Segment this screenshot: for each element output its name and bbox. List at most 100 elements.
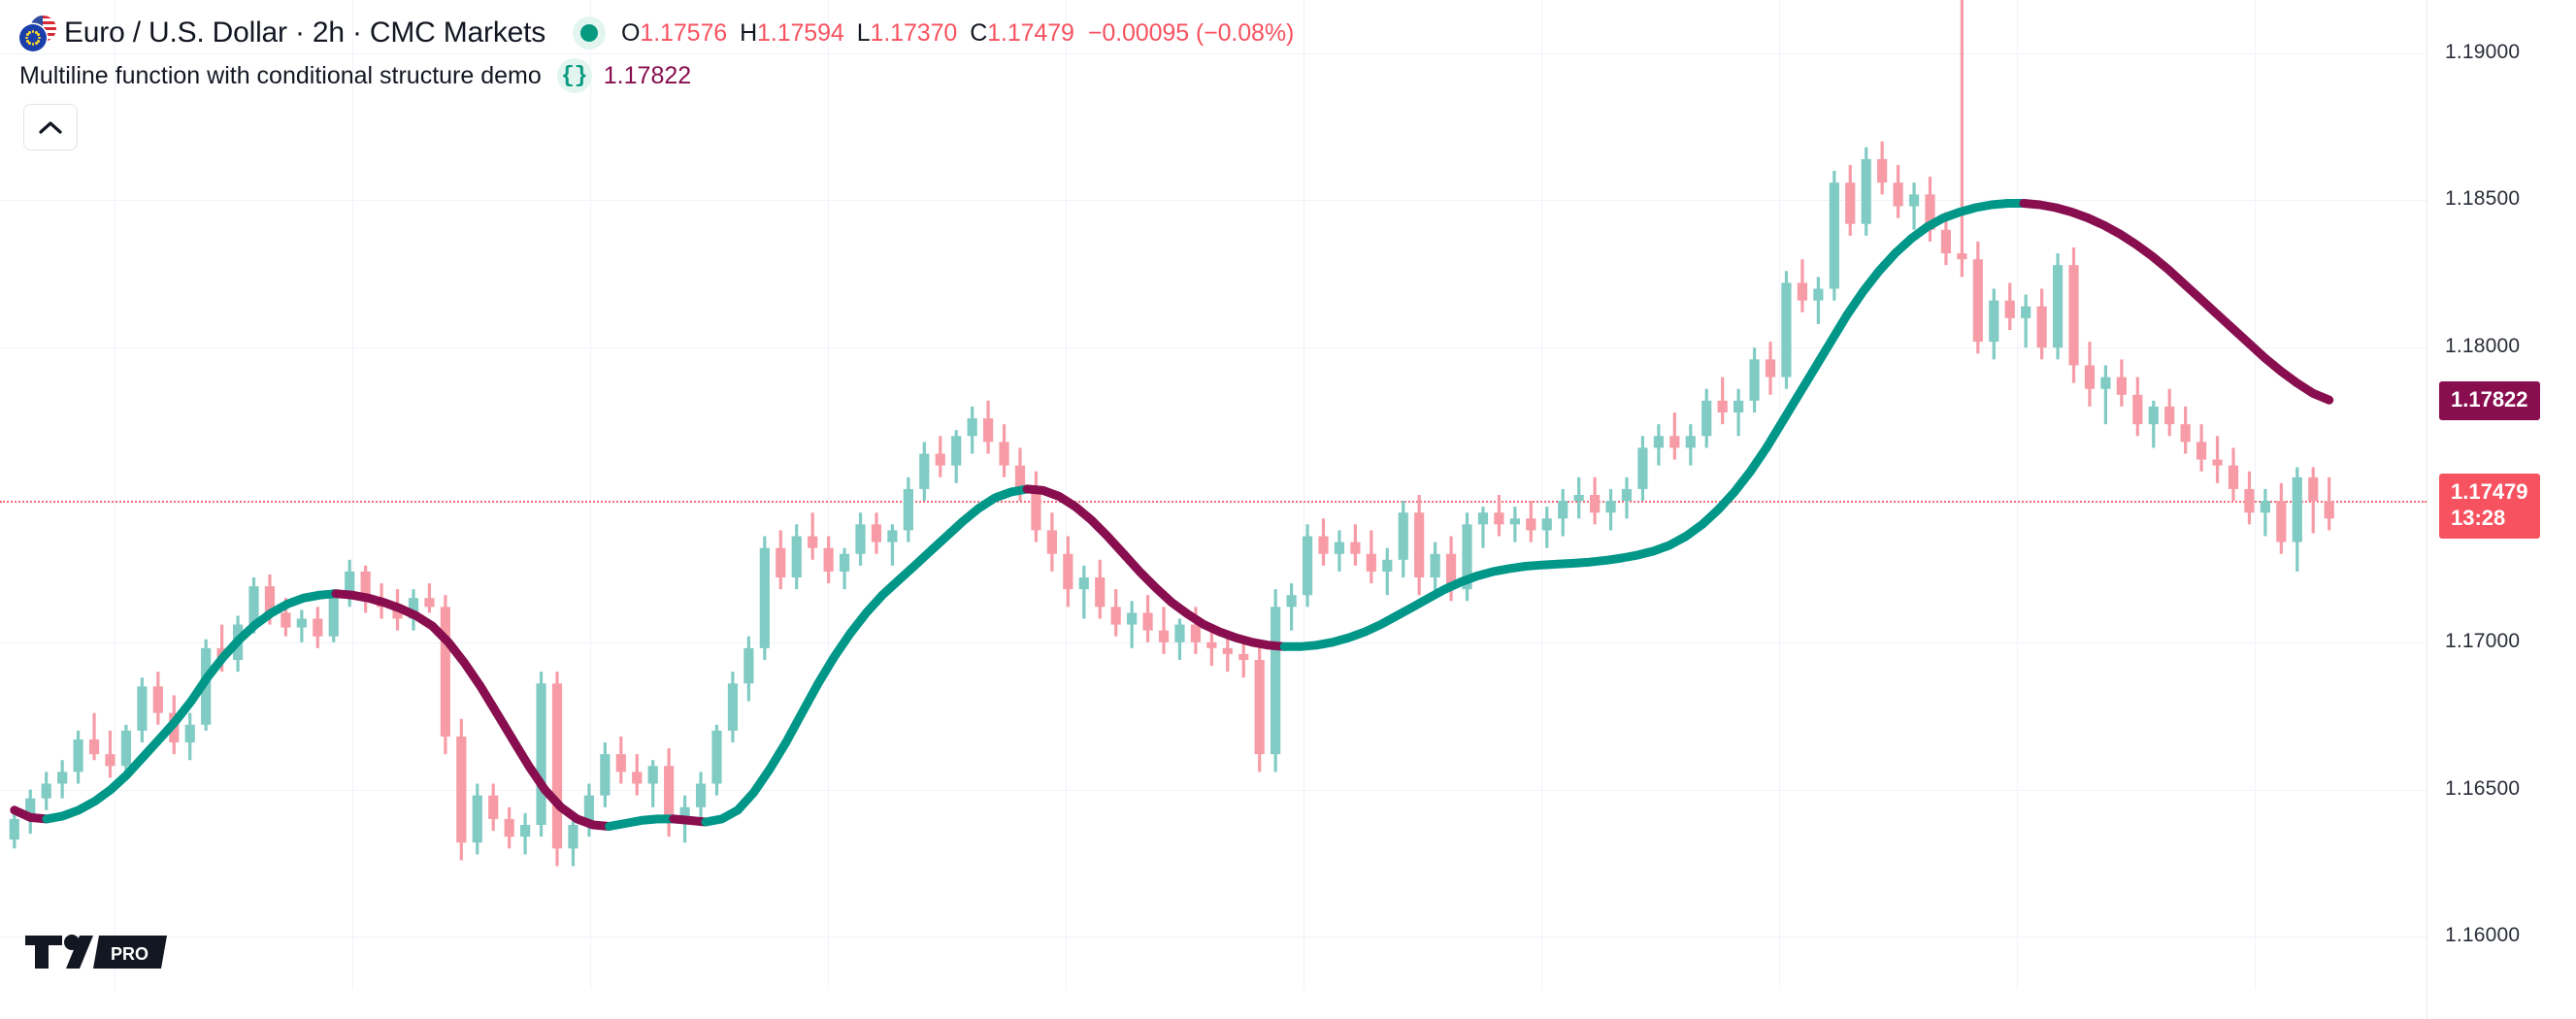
- candle-wick: [1162, 607, 1166, 654]
- candle-body-bullish: [647, 766, 658, 784]
- candle-body-bullish: [1605, 501, 1616, 513]
- candle-body-bearish: [1318, 536, 1329, 554]
- candle-body-bearish: [2084, 365, 2096, 389]
- tradingview-pro-watermark: PRO: [23, 932, 169, 972]
- candle-body-bearish: [1190, 624, 1202, 642]
- candle-body-bearish: [1254, 660, 1265, 755]
- candle-body-bullish: [2260, 501, 2270, 513]
- indicator-segment-falling: [669, 814, 710, 827]
- candle-body-bullish: [73, 739, 83, 772]
- candle-body-bullish: [1653, 436, 1664, 448]
- candle-body-bearish: [2180, 424, 2191, 443]
- last-price-badge-time: 13:28: [2451, 506, 2506, 531]
- candle-body-bullish: [1861, 158, 1871, 224]
- candle-body-bullish: [1334, 542, 1345, 554]
- candle-body-bearish: [615, 754, 626, 772]
- candle-body-bearish: [2276, 501, 2287, 542]
- candle-body-bullish: [1781, 282, 1792, 378]
- candle-body-bullish: [248, 586, 259, 625]
- candle-body-bullish: [903, 488, 913, 531]
- candle-body-bearish: [456, 736, 467, 843]
- candle-body-bearish: [392, 607, 403, 619]
- candle-wick: [890, 524, 895, 566]
- candle-body-bearish: [1142, 612, 1153, 631]
- candle-body-bearish: [264, 586, 276, 613]
- price-axis-label: 1.17000: [2445, 629, 2521, 652]
- candle-body-bullish: [520, 825, 531, 838]
- candle-body-bearish: [823, 547, 834, 572]
- last-price-badge[interactable]: 1.17479 13:28: [2439, 474, 2540, 540]
- candle-wick: [1513, 507, 1517, 542]
- candle-body-bearish: [1445, 553, 1457, 590]
- candle-body-bullish: [919, 453, 930, 489]
- candle-body-bearish: [935, 453, 945, 466]
- gridline-vertical: [1541, 0, 1542, 990]
- candle-body-bearish: [776, 547, 786, 577]
- price-axis[interactable]: 1.19000 1.18500 1.18000 1.17000 1.16500 1.160…: [2427, 0, 2576, 1019]
- indicator-price-badge[interactable]: 1.17822: [2439, 381, 2540, 421]
- candle-body-bullish: [1398, 512, 1408, 560]
- candle-body-bearish: [2212, 459, 2223, 466]
- gridline-horizontal-1: [0, 200, 2427, 202]
- candle-body-bullish: [1734, 400, 1744, 412]
- gridline-vertical: [115, 0, 116, 990]
- candle-body-bearish: [1797, 282, 1808, 301]
- candle-body-bearish: [2132, 394, 2143, 425]
- candle-body-bearish: [664, 766, 675, 819]
- candle-body-bullish: [41, 783, 51, 799]
- candle-body-bearish: [88, 739, 100, 755]
- candle-body-bearish: [2244, 488, 2255, 513]
- gridline-vertical: [1304, 0, 1305, 990]
- candle-wick: [2103, 365, 2108, 425]
- candle-body-bullish: [1174, 624, 1185, 642]
- indicator-price-badge-value: 1.17822: [2451, 387, 2528, 412]
- gridline-horizontal-2: [0, 347, 2427, 349]
- candle-body-bearish: [1095, 577, 1106, 608]
- candle-body-bullish: [679, 806, 690, 819]
- candle-body-bearish: [1845, 182, 1856, 224]
- chart-pane[interactable]: [0, 0, 2427, 990]
- candle-body-bullish: [137, 686, 148, 731]
- candle-body-bearish: [551, 683, 563, 849]
- candle-body-bearish: [440, 607, 450, 737]
- candle-body-bearish: [1940, 229, 1952, 254]
- candle-body-bullish: [951, 436, 962, 466]
- collapse-pane-button[interactable]: [23, 104, 78, 150]
- candle-body-bullish: [1509, 518, 1520, 525]
- candle-body-bearish: [2164, 406, 2175, 425]
- candle-body-bearish: [2308, 477, 2319, 502]
- candle-body-bearish: [360, 571, 371, 602]
- gridline-vertical: [1779, 0, 1780, 990]
- indicator-segment-falling: [331, 589, 614, 831]
- candle-body-bullish: [711, 730, 722, 784]
- candle-body-bearish: [1717, 400, 1728, 412]
- candle-body-bearish: [982, 418, 994, 443]
- candle-wick: [2152, 400, 2156, 448]
- candle-body-bullish: [1573, 495, 1584, 502]
- candle-body-bearish: [1414, 512, 1425, 577]
- candle-body-bearish: [2068, 265, 2079, 366]
- candle-body-bullish: [1302, 536, 1313, 596]
- candle-body-bearish: [1014, 465, 1026, 489]
- candle-body-bullish: [536, 683, 546, 825]
- candle-wick: [2215, 436, 2220, 483]
- candle-body-bearish: [632, 772, 643, 784]
- candle-body-bearish: [424, 598, 435, 608]
- gridline-vertical: [2017, 0, 2018, 990]
- indicator-segment-falling: [2019, 199, 2334, 405]
- candle-body-bearish: [281, 612, 291, 628]
- candle-body-bullish: [967, 418, 977, 437]
- candle-body-bullish: [1127, 612, 1138, 625]
- candle-body-bullish: [855, 524, 866, 554]
- chevron-up-icon: [39, 120, 62, 134]
- candle-body-bullish: [1078, 577, 1089, 590]
- candle-body-bearish: [1925, 194, 1935, 230]
- candle-body-bearish: [2196, 442, 2207, 460]
- candle-body-bullish: [1685, 436, 1696, 448]
- candle-wick: [1816, 277, 1820, 324]
- candle-body-bearish: [1031, 488, 1041, 531]
- candle-body-bullish: [759, 547, 770, 648]
- candle-wick: [1082, 565, 1086, 619]
- candle-wick: [108, 730, 113, 778]
